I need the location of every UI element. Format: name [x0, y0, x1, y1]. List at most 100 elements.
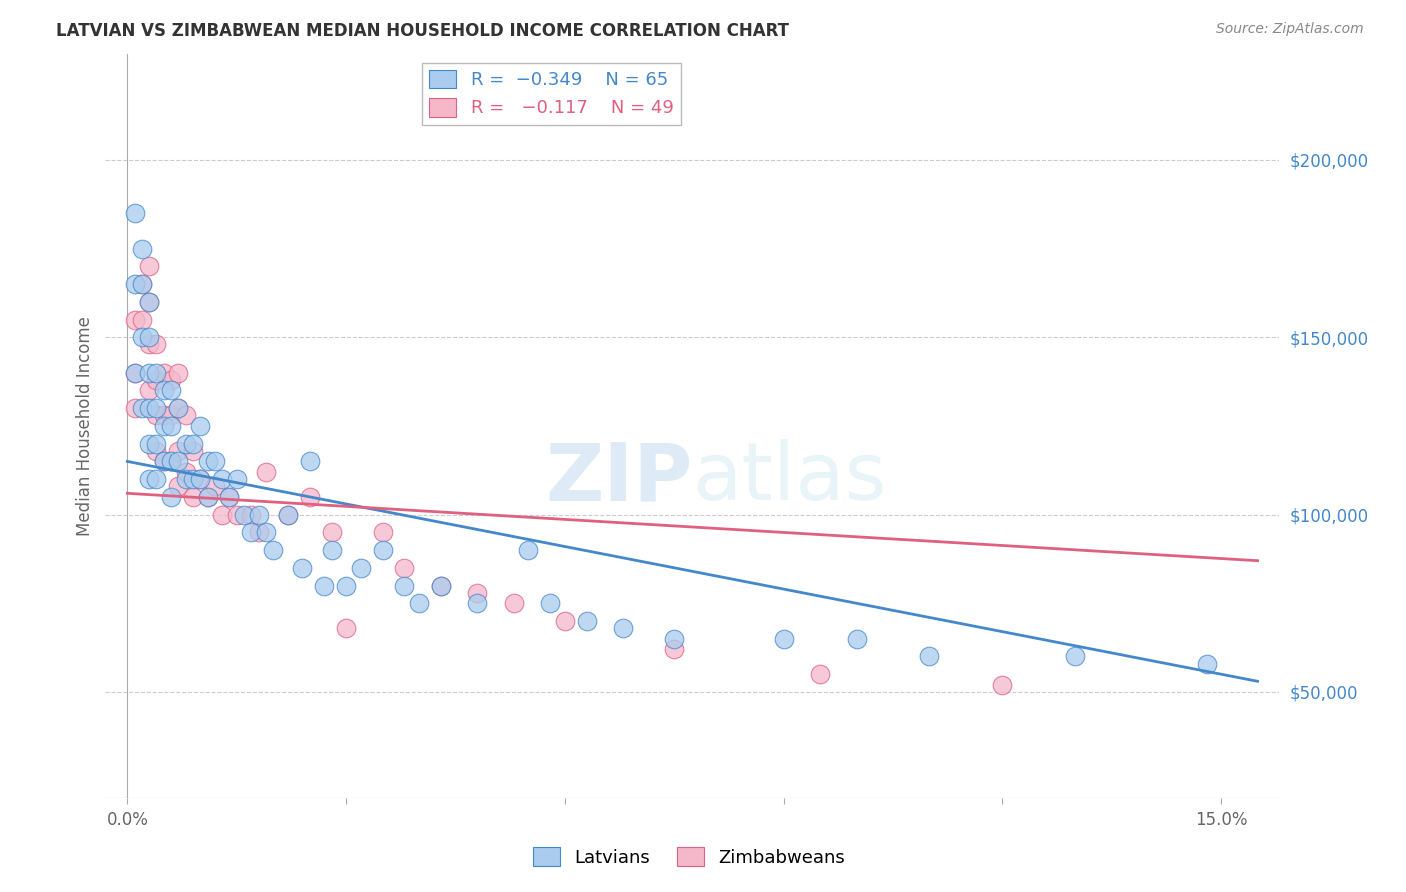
Point [138, 401, 160, 416]
Point [225, 508, 247, 522]
Point [277, 508, 299, 522]
Point [240, 525, 263, 540]
Point [1064, 649, 1087, 664]
Point [254, 465, 277, 479]
Y-axis label: Median Household Income: Median Household Income [76, 316, 94, 536]
Point [131, 277, 153, 291]
Point [335, 578, 357, 592]
Point [430, 578, 453, 592]
Point [124, 366, 146, 380]
Point [371, 543, 394, 558]
Point [160, 490, 183, 504]
Point [138, 330, 160, 344]
Point [138, 294, 160, 309]
Point [138, 366, 160, 380]
Point [167, 401, 190, 416]
Point [335, 621, 357, 635]
Point [772, 632, 794, 646]
Point [138, 472, 160, 486]
Point [262, 543, 284, 558]
Point [188, 472, 211, 486]
Point [160, 454, 183, 468]
Point [131, 330, 153, 344]
Point [298, 490, 321, 504]
Point [612, 621, 634, 635]
Point [124, 312, 146, 326]
Point [225, 472, 247, 486]
Point [167, 479, 190, 493]
Point [197, 490, 219, 504]
Point [145, 409, 167, 423]
Point [233, 508, 256, 522]
Point [991, 678, 1014, 692]
Point [124, 206, 146, 220]
Point [152, 384, 174, 398]
Point [467, 596, 489, 610]
Point [321, 525, 343, 540]
Point [145, 472, 167, 486]
Point [314, 578, 336, 592]
Point [131, 401, 153, 416]
Point [131, 312, 153, 326]
Point [350, 561, 373, 575]
Point [145, 337, 167, 351]
Point [160, 384, 183, 398]
Point [181, 472, 204, 486]
Point [138, 384, 160, 398]
Point [167, 401, 190, 416]
Point [174, 472, 197, 486]
Point [145, 373, 167, 387]
Point [394, 561, 416, 575]
Point [254, 525, 277, 540]
Point [467, 585, 489, 599]
Point [845, 632, 868, 646]
Point [408, 596, 430, 610]
Text: LATVIAN VS ZIMBABWEAN MEDIAN HOUSEHOLD INCOME CORRELATION CHART: LATVIAN VS ZIMBABWEAN MEDIAN HOUSEHOLD I… [56, 22, 789, 40]
Point [124, 366, 146, 380]
Point [160, 419, 183, 434]
Text: atlas: atlas [692, 439, 887, 517]
Point [1195, 657, 1218, 671]
Point [160, 454, 183, 468]
Point [291, 561, 314, 575]
Point [197, 454, 219, 468]
Point [247, 525, 270, 540]
Point [211, 472, 233, 486]
Point [517, 543, 540, 558]
Point [167, 443, 190, 458]
Point [145, 366, 167, 380]
Legend: Latvians, Zimbabweans: Latvians, Zimbabweans [526, 840, 852, 874]
Point [664, 642, 686, 657]
Point [152, 419, 174, 434]
Point [204, 479, 226, 493]
Point [298, 454, 321, 468]
Point [394, 578, 416, 592]
Point [124, 277, 146, 291]
Point [174, 436, 197, 450]
Point [145, 401, 167, 416]
Legend: R =  −0.349    N = 65, R =   −0.117    N = 49: R = −0.349 N = 65, R = −0.117 N = 49 [422, 62, 681, 125]
Point [174, 409, 197, 423]
Point [138, 294, 160, 309]
Point [145, 443, 167, 458]
Point [160, 409, 183, 423]
Point [152, 454, 174, 468]
Point [808, 667, 831, 681]
Point [502, 596, 524, 610]
Point [181, 436, 204, 450]
Point [371, 525, 394, 540]
Point [181, 490, 204, 504]
Point [664, 632, 686, 646]
Point [575, 614, 598, 628]
Point [197, 490, 219, 504]
Point [167, 454, 190, 468]
Point [321, 543, 343, 558]
Point [188, 419, 211, 434]
Point [211, 508, 233, 522]
Point [554, 614, 576, 628]
Point [152, 366, 174, 380]
Point [181, 443, 204, 458]
Point [218, 490, 240, 504]
Text: ZIP: ZIP [546, 439, 692, 517]
Point [131, 242, 153, 256]
